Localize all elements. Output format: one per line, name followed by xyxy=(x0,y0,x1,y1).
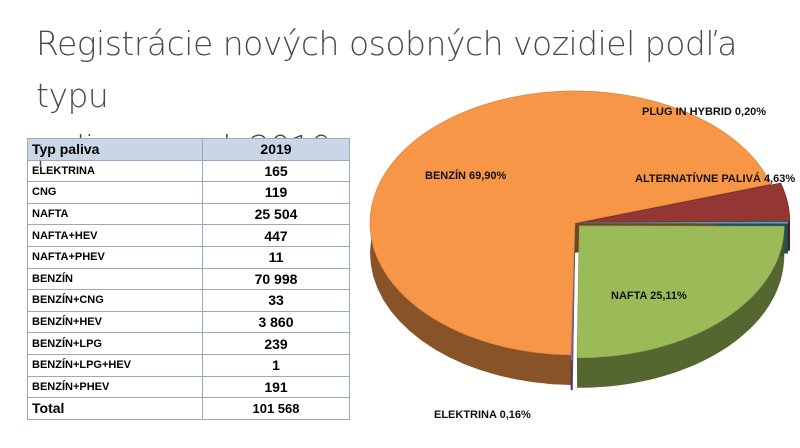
fuel-type-cell: ELEKTRINA xyxy=(27,159,203,183)
header-year: 2019 xyxy=(202,138,350,161)
fuel-type-cell: BENZÍN+CNG xyxy=(27,289,203,312)
table-row: NAFTA+HEV 447 xyxy=(27,224,350,247)
registrations-cell: 3 860 xyxy=(202,310,350,334)
registrations-cell: 447 xyxy=(202,224,350,247)
pie-label-nafta: NAFTA 25,11% xyxy=(611,290,687,302)
table-row: NAFTA 25 504 xyxy=(27,202,350,226)
pie-slice-nafta xyxy=(576,225,785,359)
pie-slice-side xyxy=(577,226,785,388)
pie-label-plug-in-hybrid: PLUG IN HYBRID 0,20% xyxy=(642,106,766,118)
table-row: BENZÍN+LPG 239 xyxy=(27,332,350,355)
table-row: ELEKTRINA 165 xyxy=(27,159,350,183)
table-body: ELEKTRINA 165 CNG 119 NAFTA 25 504 NAFTA+HEV 44… xyxy=(27,159,350,420)
pie-label-alternat-vne-paliv-: ALTERNATÍVNE PALIVÁ 4,63% xyxy=(635,172,795,185)
registrations-cell: 239 xyxy=(202,332,350,355)
pie-data-labels: BENZÍN 69,90% NAFTA 25,11% ELEKTRINA 0,16%… xyxy=(425,106,795,421)
registrations-cell: 25 504 xyxy=(202,202,350,226)
registrations-cell: 165 xyxy=(202,159,350,183)
table-row: BENZÍN 70 998 xyxy=(27,267,350,291)
fuel-type-cell: BENZÍN+LPG xyxy=(27,332,203,355)
pie-label-elektrina: ELEKTRINA 0,16% xyxy=(434,409,531,421)
table-total-row: Total 101 568 xyxy=(27,397,350,420)
title-line-1: Registrácie nových osobných vozidiel pod… xyxy=(36,24,737,115)
registrations-cell: 119 xyxy=(202,181,350,204)
table-row: CNG 119 xyxy=(27,181,350,204)
table-row: BENZÍN+HEV 3 860 xyxy=(27,310,350,334)
pie-label-benz-n: BENZÍN 69,90% xyxy=(425,169,507,182)
fuel-type-cell: CNG xyxy=(27,181,203,204)
table-row: BENZÍN+LPG+HEV 1 xyxy=(27,353,350,377)
pie-slices xyxy=(369,90,791,361)
pie-slice-alternat-vne-paliv- xyxy=(584,182,791,223)
registrations-cell: 101 568 xyxy=(202,397,350,420)
table-header-row: Typ paliva 2019 xyxy=(27,138,350,161)
pie-slice-benz-n xyxy=(369,90,772,356)
pie-slice-plug-in-hybrid xyxy=(582,221,789,224)
table-row: BENZÍN+CNG 33 xyxy=(27,289,350,312)
fuel-type-table: Typ paliva 2019 ELEKTRINA 165 CNG 119 NAFTA 2… xyxy=(27,138,350,420)
fuel-type-cell: NAFTA+HEV xyxy=(27,224,203,247)
